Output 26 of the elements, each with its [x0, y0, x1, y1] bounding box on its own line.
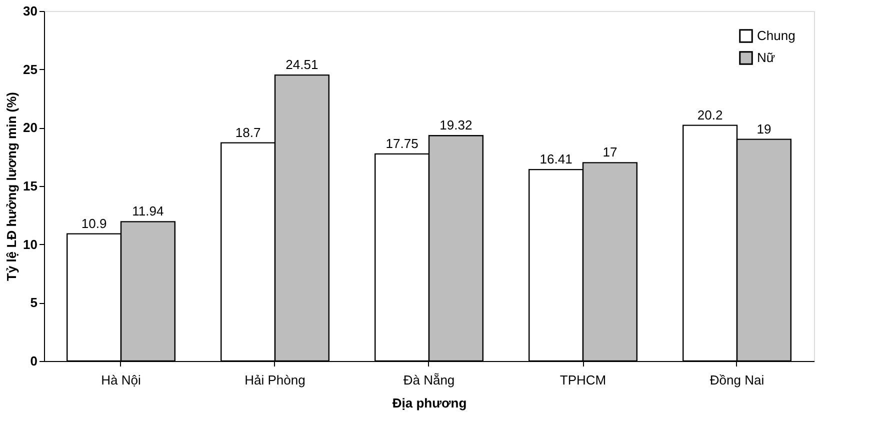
data-label: 16.41 — [540, 152, 572, 167]
y-tick-label: 5 — [30, 295, 38, 310]
x-tick-label: TPHCM — [560, 372, 606, 388]
data-label: 17 — [602, 144, 618, 160]
y-tick-label: 30 — [23, 4, 38, 18]
data-label: 11.94 — [132, 204, 164, 219]
y-tick-label: 15 — [23, 178, 38, 194]
x-axis-title: Địa phương — [392, 396, 467, 410]
y-axis-title: Tỷ lệ LĐ hưởng lương min (%) — [4, 92, 20, 281]
data-label: 19.32 — [440, 118, 472, 133]
x-tick-label: Hải Phòng — [244, 372, 306, 388]
data-label: 18.7 — [235, 124, 261, 140]
y-tick-label: 10 — [23, 236, 38, 252]
y-tick-label: 25 — [23, 62, 38, 77]
data-label: 17.75 — [386, 136, 418, 151]
data-label: 19 — [756, 121, 772, 136]
legend-label: Chung — [757, 28, 796, 43]
data-label: 10.9 — [81, 216, 107, 231]
legend-label: Nữ — [757, 50, 776, 65]
x-tick-label: Đà Nẵng — [403, 372, 455, 388]
data-label: 20.2 — [697, 107, 723, 122]
x-tick-label: Hà Nội — [101, 372, 141, 388]
x-tick-label: Đồng Nai — [710, 372, 764, 388]
y-tick-label: 20 — [23, 120, 38, 136]
y-tick-label: 0 — [30, 354, 38, 368]
data-label: 24.51 — [286, 57, 318, 72]
